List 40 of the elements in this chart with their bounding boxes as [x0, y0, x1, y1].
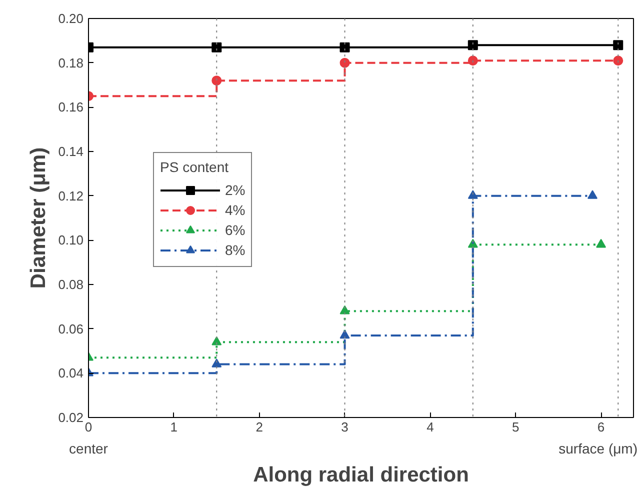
- text: surface (μm): [558, 440, 637, 456]
- y-axis-title: Diameter (μm): [27, 147, 50, 289]
- point: [340, 42, 350, 52]
- point: [468, 56, 478, 66]
- point: [212, 76, 222, 86]
- point: [340, 305, 350, 314]
- legend-title: PS content: [160, 159, 230, 175]
- y-tick-label: 0.04: [58, 366, 84, 381]
- x-tick-label: 4: [426, 420, 434, 434]
- point: [468, 190, 478, 199]
- x-tick-label: 2: [256, 420, 263, 434]
- y-tick-label: 0.12: [58, 188, 84, 204]
- legend-label: 8%: [225, 242, 246, 258]
- point: [340, 58, 350, 68]
- point: [587, 190, 598, 199]
- y-tick-label: 0.14: [58, 144, 84, 159]
- x-tick-label: 5: [512, 420, 520, 434]
- y-tick-label: 0.16: [58, 100, 84, 115]
- legend-label: 4%: [225, 202, 246, 218]
- text: center: [69, 440, 108, 456]
- point: [596, 238, 606, 248]
- y-tick-label: 0.02: [58, 410, 84, 425]
- x-tick-label: 0: [84, 420, 92, 434]
- y-tick-label: 0.18: [58, 55, 84, 70]
- x-tick-label: 3: [341, 420, 348, 434]
- x-axis-title: Along radial direction: [253, 464, 469, 486]
- y-tick-label: 0.10: [58, 232, 84, 248]
- y-tick-label: 0.08: [58, 277, 84, 292]
- y-tick-label: 0.06: [58, 321, 84, 336]
- point: [340, 330, 350, 339]
- x-tick-label: 1: [170, 420, 178, 434]
- y-tick-label: 0.20: [58, 11, 84, 26]
- x-tick-label: 6: [597, 420, 605, 434]
- point: [613, 56, 624, 66]
- legend-label: 2%: [225, 182, 246, 198]
- legend-label: 6%: [225, 222, 246, 238]
- point: [468, 40, 478, 50]
- point: [613, 40, 624, 50]
- point: [212, 358, 222, 368]
- point: [212, 42, 222, 52]
